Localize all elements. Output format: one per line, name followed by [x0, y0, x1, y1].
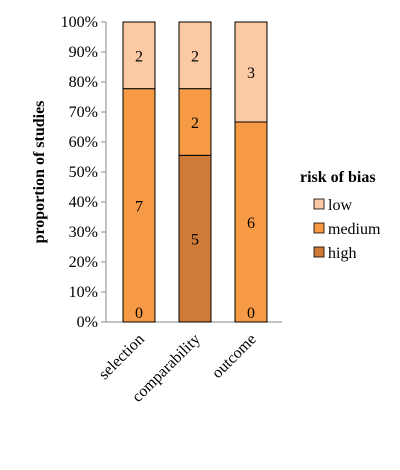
- data-label: 2: [191, 48, 199, 65]
- y-tick-label: 30%: [69, 224, 98, 241]
- y-tick-label: 100%: [61, 14, 98, 31]
- data-label: 2: [135, 48, 143, 65]
- y-tick-label: 40%: [69, 194, 98, 211]
- segment-labels: 0 7 2 5 2 2 0 6 3: [135, 48, 255, 322]
- bar-segment-medium: [178, 88, 212, 156]
- y-axis: 0% 10% 20% 30% 40% 50% 60% 70% 80% 90% 100%: [61, 14, 107, 331]
- data-label: 7: [135, 198, 143, 215]
- legend-swatch-high: [313, 246, 325, 258]
- y-tick-label: 90%: [69, 44, 98, 61]
- y-tick-label: 20%: [69, 254, 98, 271]
- y-tick-label: 70%: [69, 104, 98, 121]
- y-tick-label: 50%: [69, 164, 98, 181]
- legend-items: low medium high: [313, 197, 381, 262]
- y-axis-label: proportion of studies: [31, 101, 48, 244]
- data-label: 0: [247, 305, 255, 322]
- y-tick-label: 10%: [69, 284, 98, 301]
- category-label: selection: [96, 331, 148, 383]
- data-label: 2: [191, 115, 199, 132]
- legend-label-high: high: [328, 245, 356, 262]
- data-label: 5: [191, 232, 199, 249]
- bar-segment-high: [178, 154, 212, 323]
- legend-title: risk of bias: [300, 169, 376, 186]
- bar-segment-low: [234, 21, 268, 123]
- data-label: 0: [135, 305, 143, 322]
- legend: risk of bias low medium high: [300, 169, 381, 262]
- y-tick-label: 60%: [69, 134, 98, 151]
- y-tick-label: 80%: [69, 74, 98, 91]
- legend-label-medium: medium: [328, 221, 381, 238]
- bar-segment-low: [178, 21, 212, 90]
- category-label: outcome: [209, 331, 260, 382]
- bar-segment-medium: [122, 88, 156, 323]
- data-label: 6: [247, 215, 255, 232]
- bars: [122, 21, 268, 323]
- y-tick-label: 0%: [77, 314, 98, 331]
- y-ticks: 0% 10% 20% 30% 40% 50% 60% 70% 80% 90% 100%: [61, 14, 106, 331]
- legend-swatch-low: [313, 198, 325, 210]
- legend-label-low: low: [328, 197, 352, 214]
- legend-swatch-medium: [313, 222, 325, 234]
- bar-segment-medium: [234, 121, 268, 323]
- data-label: 3: [247, 65, 255, 82]
- bar-segment-low: [122, 21, 156, 90]
